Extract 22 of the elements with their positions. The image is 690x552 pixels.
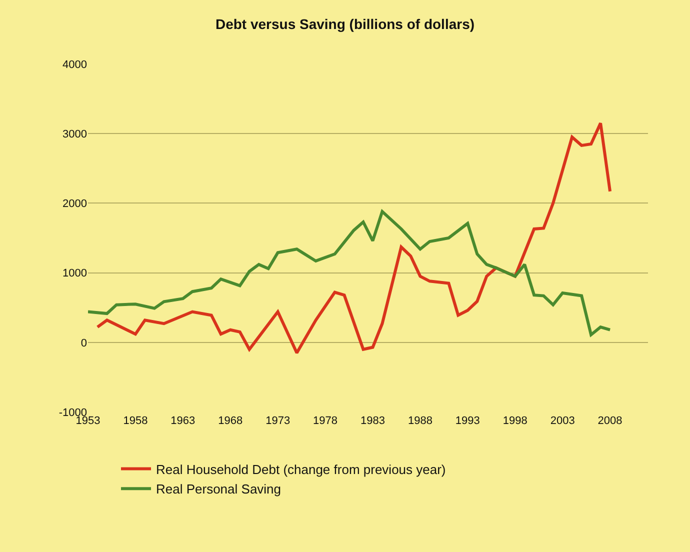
x-tick-label: 2003	[550, 415, 575, 427]
line-series	[96, 122, 612, 354]
chart-title: Debt versus Saving (billions of dollars)	[215, 16, 475, 32]
y-tick-label: 2000	[62, 198, 87, 210]
x-tick-label: 1958	[123, 415, 148, 427]
legend-label: Real Personal Saving	[156, 482, 282, 497]
x-tick-label: 1978	[313, 415, 338, 427]
y-tick-label: 3000	[62, 128, 87, 140]
x-tick-label: 1983	[360, 415, 385, 427]
x-tick-label: 1988	[408, 415, 432, 427]
x-tick-label: 1963	[170, 415, 196, 427]
x-tick-label: 1993	[455, 415, 480, 427]
line-series	[88, 210, 612, 336]
x-tick-label: 2008	[598, 415, 622, 427]
x-tick-label: 1968	[218, 415, 243, 427]
y-tick-label: 0	[80, 337, 87, 350]
y-tick-label: 1000	[62, 268, 87, 280]
legend-label: Real Household Debt (change from previous year)	[156, 462, 446, 477]
x-tick-label: 1998	[502, 415, 528, 427]
x-tick-label: 1973	[266, 415, 290, 427]
y-tick-label: 4000	[62, 58, 87, 71]
x-tick-label: 1953	[76, 415, 100, 427]
